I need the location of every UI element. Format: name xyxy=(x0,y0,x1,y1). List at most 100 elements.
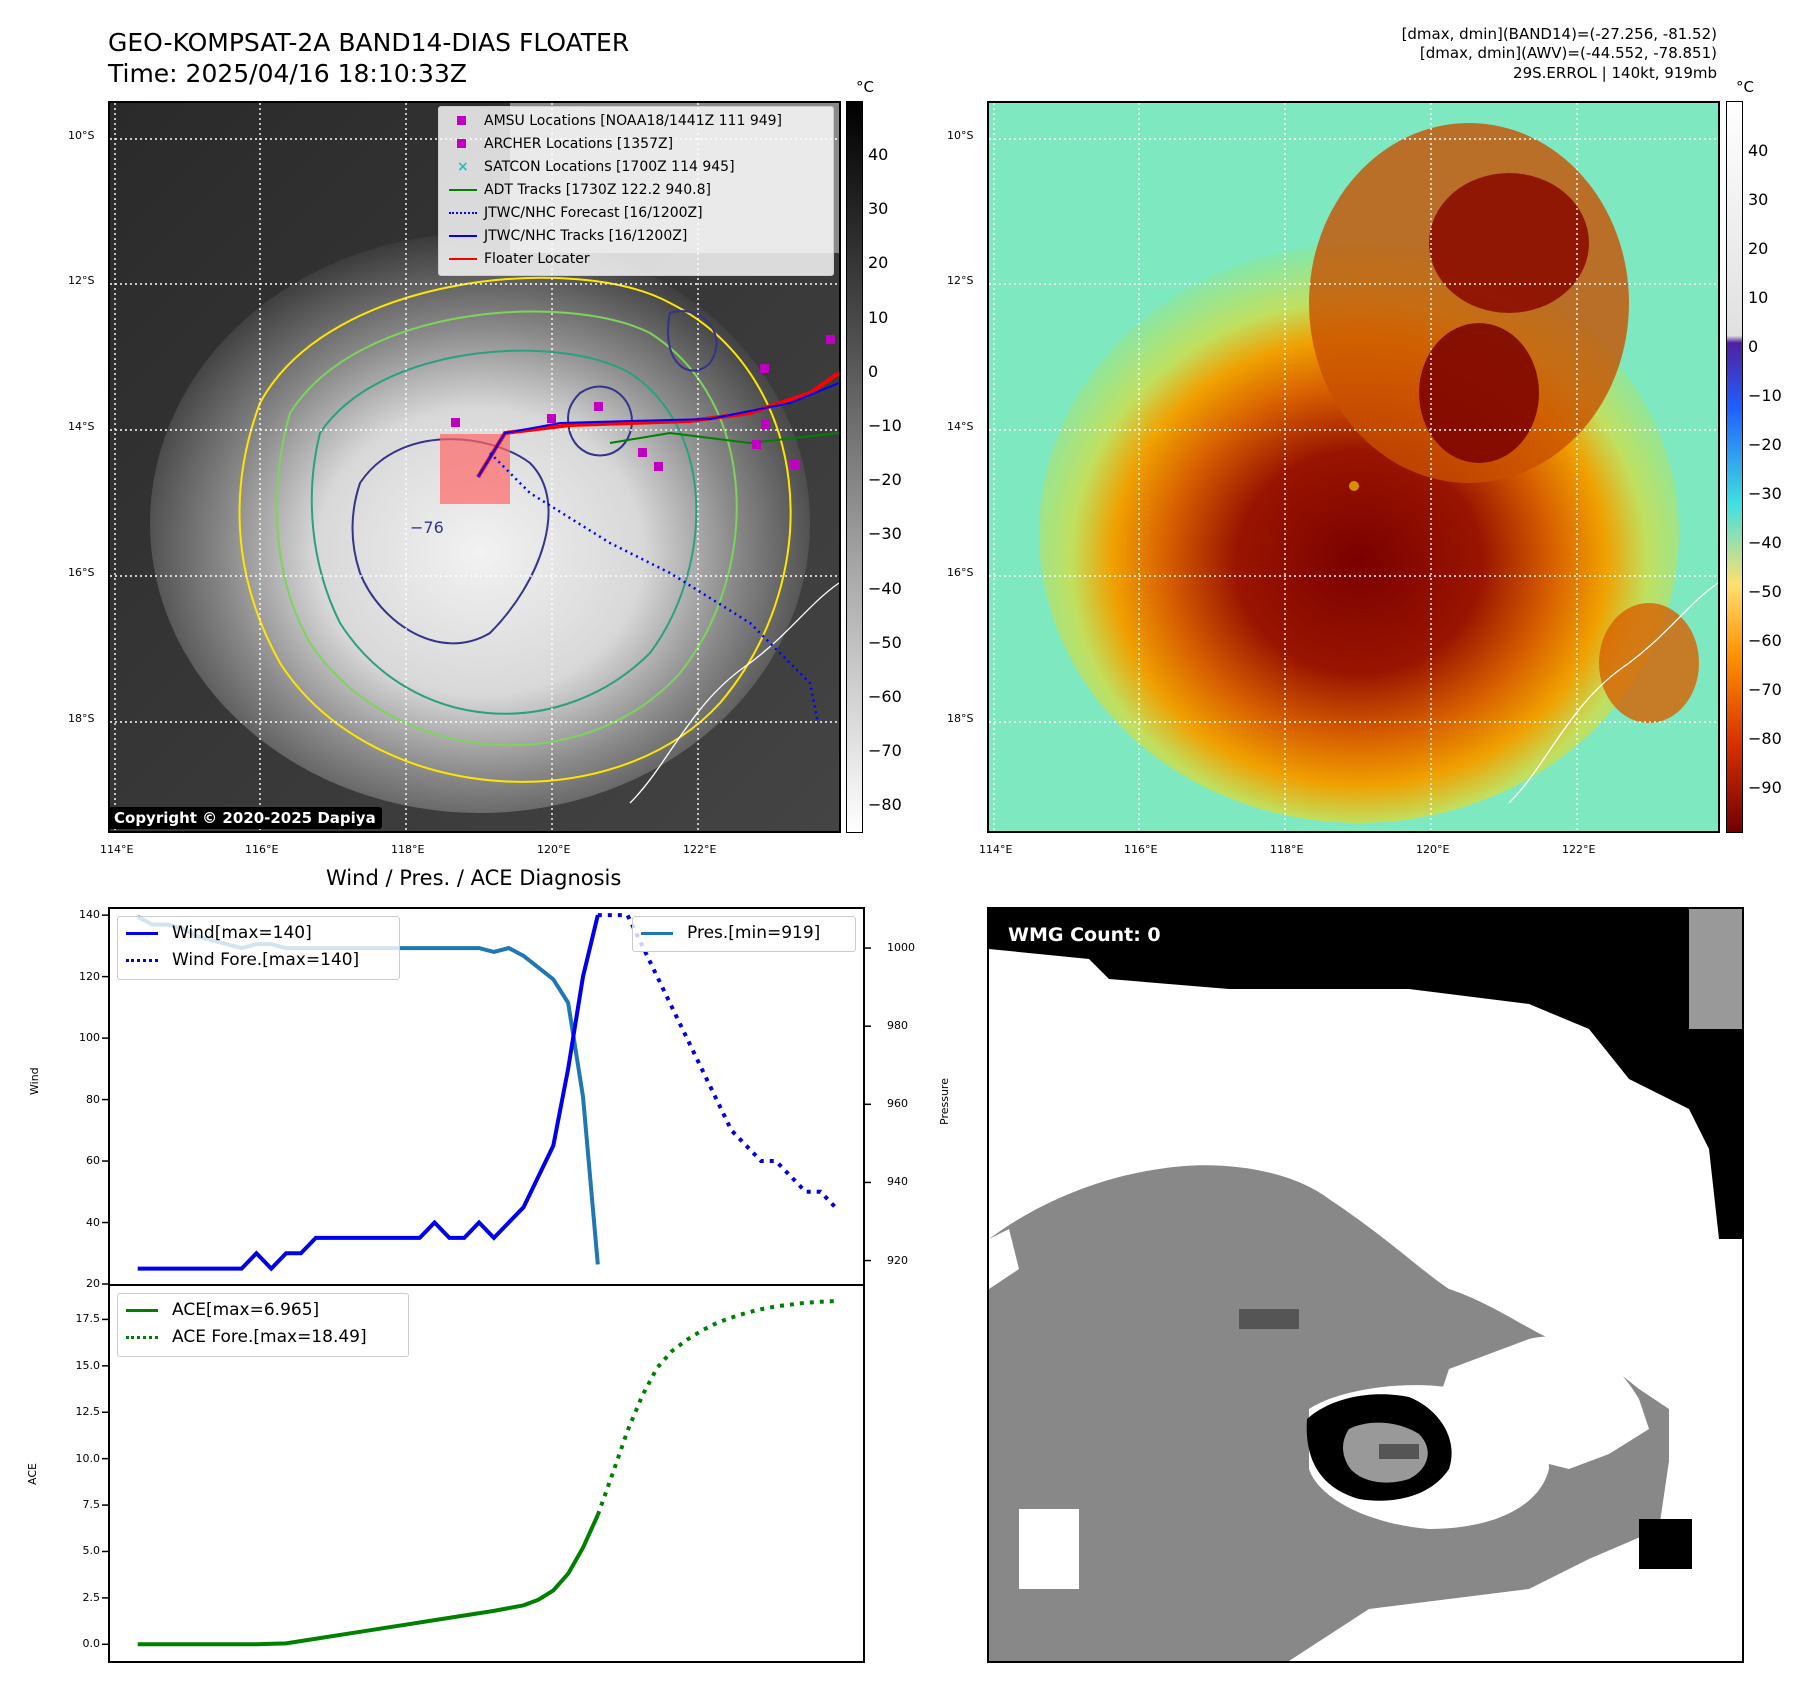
lat-tick: 12°S xyxy=(68,274,95,287)
color-colorbar-tick: 40 xyxy=(1748,141,1769,160)
ir-colorbar-tick: −50 xyxy=(868,632,902,652)
copyright-badge: Copyright © 2020-2025 Dapiya xyxy=(108,807,382,829)
ace-panel xyxy=(108,1284,865,1663)
lon-tick: 116°E xyxy=(1124,843,1158,856)
lat-tick: 12°S xyxy=(947,274,974,287)
color-colorbar-tick: −40 xyxy=(1748,533,1782,552)
lon-tick: 118°E xyxy=(391,843,425,856)
color-map-panel xyxy=(987,101,1720,833)
pres-ytick: 920 xyxy=(887,1253,908,1267)
ir-colorbar xyxy=(846,101,863,833)
map-legend: AMSU Locations [NOAA18/1441Z 111 949] AR… xyxy=(438,106,834,276)
ir-colorbar-tick: −30 xyxy=(868,524,902,544)
ir-colorbar-tick: −80 xyxy=(868,795,902,815)
color-colorbar xyxy=(1726,101,1743,833)
lon-tick: 120°E xyxy=(1416,843,1450,856)
storm-info: 29S.ERROL | 140kt, 919mb xyxy=(1513,64,1717,82)
wind-axis-label: Wind xyxy=(28,1067,41,1095)
wind-ytick: 40 xyxy=(86,1215,100,1229)
diag-title: Wind / Pres. / ACE Diagnosis xyxy=(326,866,622,890)
color-colorbar-tick: −50 xyxy=(1748,582,1782,601)
ace-ytick: 7.5 xyxy=(82,1498,101,1512)
pres-ytick: 940 xyxy=(887,1175,908,1189)
color-colorbar-tick: 10 xyxy=(1748,288,1769,307)
legend-amsu: AMSU Locations [NOAA18/1441Z 111 949] xyxy=(449,113,782,129)
ace-ytick: 0.0 xyxy=(82,1637,101,1651)
ir-colorbar-tick: −20 xyxy=(868,470,902,490)
legend-pres: Pres.[min=919] xyxy=(641,923,820,943)
pres-legend: Pres.[min=919] xyxy=(632,916,856,952)
ace-axis-label: ACE xyxy=(26,1463,39,1485)
ace-ytick: 2.5 xyxy=(82,1590,101,1604)
color-colorbar-tick: −70 xyxy=(1748,680,1782,699)
legend-jtwc-tracks: JTWC/NHC Tracks [16/1200Z] xyxy=(449,228,687,244)
ir-colorbar-tick: −10 xyxy=(868,416,902,435)
legend-wind: Wind[max=140] xyxy=(126,923,312,943)
legend-ace: ACE[max=6.965] xyxy=(126,1300,319,1320)
chart-title: GEO-KOMPSAT-2A BAND14-DIAS FLOATER xyxy=(108,28,630,57)
pres-ytick: 1000 xyxy=(887,941,915,955)
ace-ytick: 12.5 xyxy=(75,1405,101,1419)
legend-wind-fore: Wind Fore.[max=140] xyxy=(126,950,359,970)
lon-tick: 120°E xyxy=(537,843,571,856)
color-colorbar-tick: −20 xyxy=(1748,435,1782,454)
color-colorbar-tick: −30 xyxy=(1748,484,1782,503)
lat-tick: 10°S xyxy=(68,129,95,142)
color-colorbar-tick: 20 xyxy=(1748,239,1769,258)
color-colorbar-tick: −60 xyxy=(1748,631,1782,650)
wmg-image xyxy=(989,909,1742,1661)
lat-tick: 16°S xyxy=(947,566,974,579)
color-colorbar-tick: −90 xyxy=(1748,778,1782,797)
color-colorbar-unit: °C xyxy=(1736,78,1754,96)
lat-tick: 14°S xyxy=(947,420,974,433)
pres-ytick: 980 xyxy=(887,1019,908,1033)
wind-ytick: 80 xyxy=(86,1092,100,1106)
legend-satcon: × SATCON Locations [1700Z 114 945] xyxy=(457,159,735,175)
legend-archer: ARCHER Locations [1357Z] xyxy=(449,136,673,152)
chart-time: Time: 2025/04/16 18:10:33Z xyxy=(108,59,467,88)
ir-colorbar-tick: 40 xyxy=(868,145,889,164)
contour-label: −76 xyxy=(410,518,444,537)
lon-tick: 118°E xyxy=(1270,843,1304,856)
color-colorbar-tick: 0 xyxy=(1748,337,1759,356)
ir-colorbar-tick: −40 xyxy=(868,578,902,598)
ace-ytick: 5.0 xyxy=(82,1544,101,1558)
pres-axis-label: Pressure xyxy=(938,1078,951,1125)
color-colorbar-tick: −80 xyxy=(1748,729,1782,748)
ace-ytick: 10.0 xyxy=(75,1451,101,1465)
ir-colorbar-tick: 30 xyxy=(868,199,889,219)
wind-ytick: 100 xyxy=(79,1031,100,1045)
legend-jtwc-forecast: JTWC/NHC Forecast [16/1200Z] xyxy=(449,205,703,221)
wind-legend: Wind[max=140] Wind Fore.[max=140] xyxy=(117,916,400,980)
dmax-dmin-band14: [dmax, dmin](BAND14)=(-27.256, -81.52) xyxy=(1401,25,1717,43)
lon-tick: 122°E xyxy=(683,843,717,856)
lat-tick: 18°S xyxy=(68,712,95,725)
lon-tick: 114°E xyxy=(979,843,1013,856)
ace-ytick: 15.0 xyxy=(75,1358,101,1372)
ace-legend: ACE[max=6.965] ACE Fore.[max=18.49] xyxy=(117,1293,409,1357)
lat-tick: 16°S xyxy=(68,566,95,579)
wind-ytick: 120 xyxy=(79,969,100,983)
ir-colorbar-tick: 20 xyxy=(868,253,889,273)
legend-floater: Floater Locater xyxy=(449,251,590,267)
color-map-image xyxy=(989,103,1718,831)
ir-colorbar-unit: °C xyxy=(856,78,874,96)
pres-ytick: 960 xyxy=(887,1097,908,1111)
color-colorbar-tick: 30 xyxy=(1748,190,1769,209)
lat-tick: 10°S xyxy=(947,129,974,142)
ace-ytick: 17.5 xyxy=(75,1312,101,1326)
lat-tick: 18°S xyxy=(947,712,974,725)
lon-tick: 114°E xyxy=(100,843,134,856)
lon-tick: 116°E xyxy=(245,843,279,856)
ir-colorbar-tick: 0 xyxy=(868,361,879,381)
legend-adt: ADT Tracks [1730Z 122.2 940.8] xyxy=(449,182,711,198)
ir-colorbar-tick: 10 xyxy=(868,307,889,327)
dmax-dmin-awv: [dmax, dmin](AWV)=(-44.552, -78.851) xyxy=(1419,44,1717,62)
legend-ace-fore: ACE Fore.[max=18.49] xyxy=(126,1327,367,1347)
wmg-count-badge: WMG Count: 0 xyxy=(1000,921,1169,949)
wind-ytick: 60 xyxy=(86,1154,100,1168)
lat-tick: 14°S xyxy=(68,420,95,433)
wmg-panel xyxy=(987,907,1744,1663)
color-colorbar-tick: −10 xyxy=(1748,386,1782,405)
ir-colorbar-tick: −60 xyxy=(868,687,902,706)
